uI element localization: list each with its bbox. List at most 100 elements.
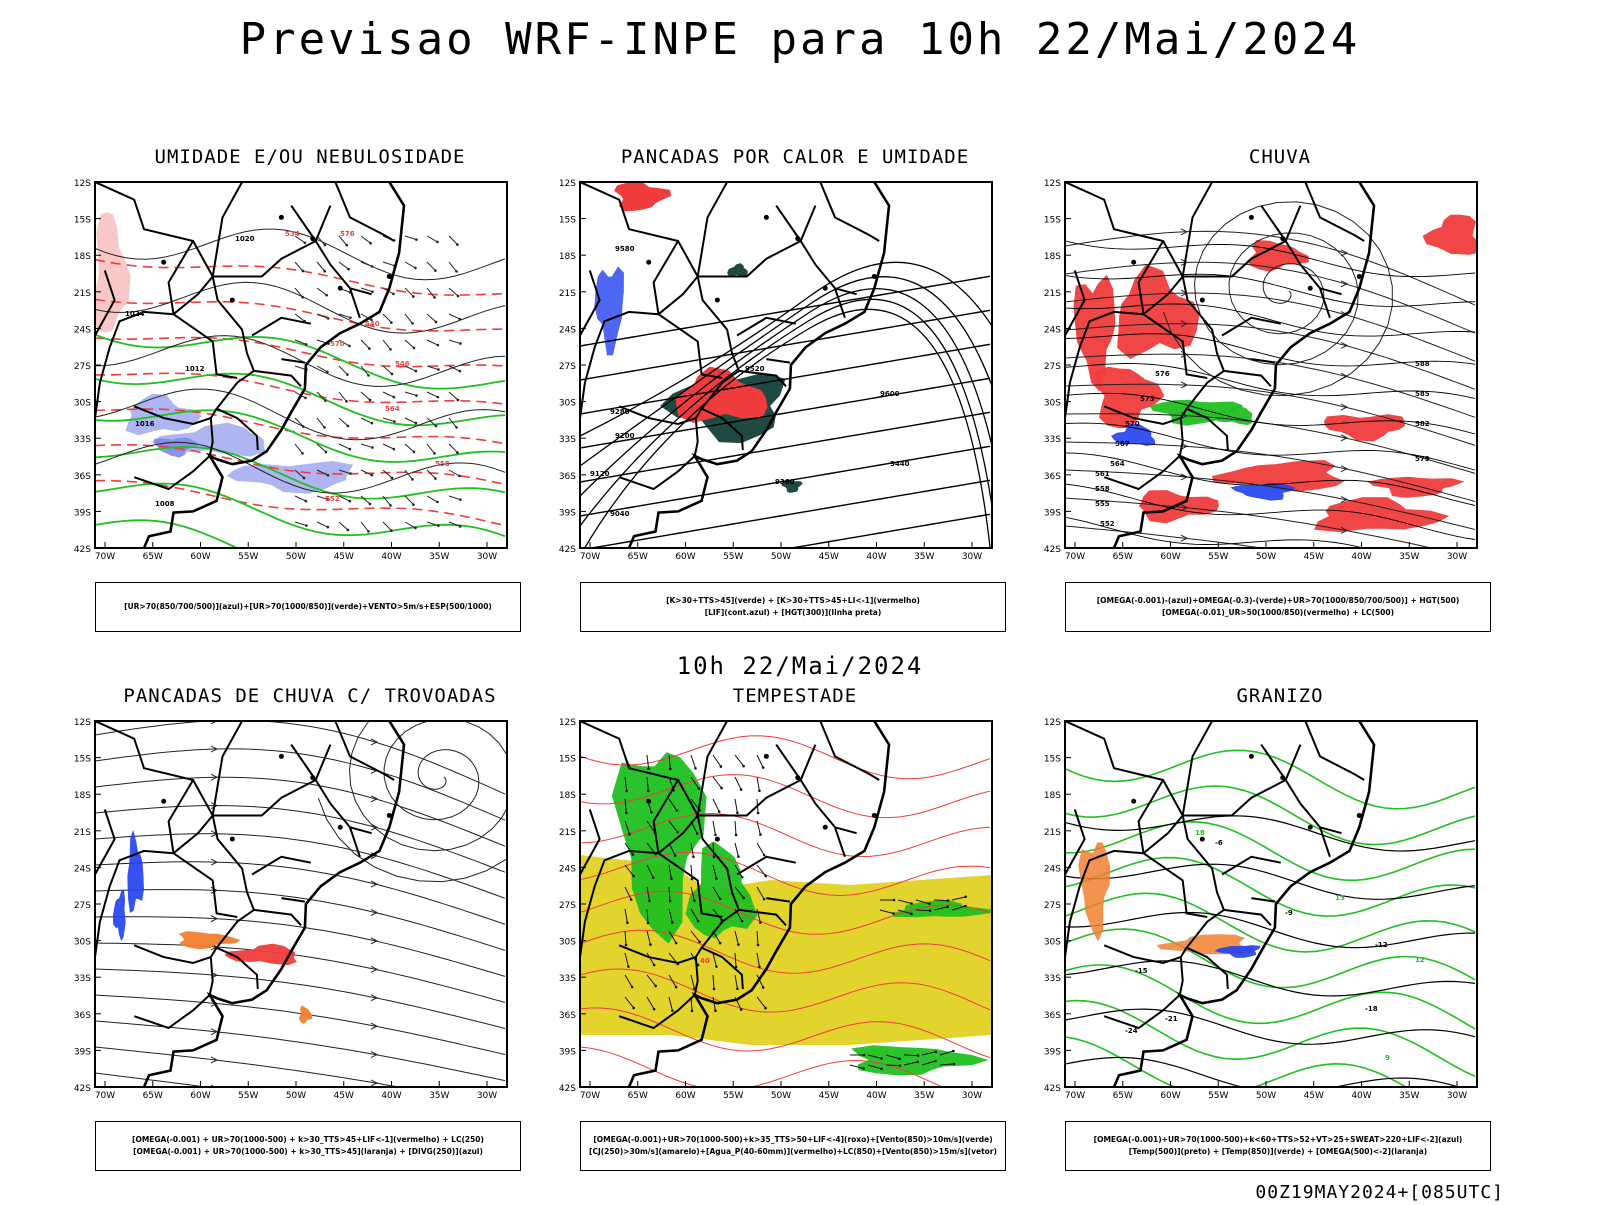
- height-contour: [583, 308, 991, 548]
- lon-label: 40W: [1351, 552, 1371, 562]
- political-border: [1103, 405, 1182, 426]
- contour-label: 534: [285, 230, 300, 238]
- wind-arrow: [690, 776, 700, 789]
- political-border: [1319, 287, 1331, 319]
- wind-arrow: [360, 339, 370, 349]
- contour-label: 1020: [235, 235, 255, 243]
- rain-area: [1095, 366, 1165, 429]
- wind-arrow: [316, 469, 329, 476]
- wind-arrow: [646, 886, 650, 901]
- lat-label: 15S: [559, 216, 576, 226]
- thickness-contour: [95, 298, 505, 332]
- arrow-head: [433, 296, 436, 299]
- lat-label: 18S: [559, 791, 576, 801]
- arrow-head: [739, 788, 743, 791]
- wind-arrow: [448, 521, 461, 527]
- legend-line: [OMEGA(-0.001) + UR>70(1000-500) + k>30_…: [133, 1147, 483, 1156]
- wind-contour: [95, 445, 506, 500]
- temperature-850-contour: [1065, 999, 1476, 1078]
- arrow-head: [690, 877, 694, 881]
- lat-label: 27S: [1044, 362, 1061, 372]
- panel-trovoadas: PANCADAS DE CHUVA C/ TROVOADAS 12S 15S 18S…: [65, 685, 555, 1205]
- flow-arrow: [1180, 381, 1189, 389]
- wind-arrow: [360, 495, 371, 505]
- lat-label: 27S: [74, 362, 91, 372]
- arrow-head: [392, 395, 396, 399]
- political-border: [657, 814, 699, 854]
- flow-arrow: [371, 1108, 377, 1114]
- lake: [1307, 824, 1313, 830]
- flow-arrow: [1340, 434, 1349, 442]
- wind-arrow: [448, 339, 461, 345]
- wind-arrow: [915, 909, 931, 912]
- moisture-contour: [580, 968, 991, 1013]
- arrow-head: [324, 450, 328, 454]
- arrow-head: [436, 240, 439, 244]
- wind-arrow: [668, 908, 673, 923]
- streamline: [95, 916, 506, 977]
- political-border: [1178, 408, 1188, 457]
- political-border: [95, 182, 259, 451]
- wind-arrow: [712, 820, 716, 835]
- arrow-head: [696, 919, 700, 923]
- wind-arrow: [668, 798, 678, 811]
- panel-title: PANCADAS DE CHUVA C/ TROVOADAS: [123, 685, 497, 707]
- arrow-head: [759, 833, 762, 836]
- lon-label: 65W: [143, 1091, 163, 1101]
- lat-label: 18S: [74, 791, 91, 801]
- wind-arrow: [426, 287, 435, 298]
- wind-arrow: [624, 776, 628, 791]
- political-border: [1137, 240, 1208, 379]
- wind-arrow: [294, 261, 304, 272]
- arrow-head: [946, 899, 950, 902]
- wind-arrow: [624, 930, 627, 945]
- arrow-head: [628, 832, 631, 836]
- arrow-head: [301, 295, 305, 299]
- wind-arrow: [294, 521, 307, 527]
- arrow-head: [761, 766, 765, 769]
- contour-label: 9040: [610, 510, 630, 518]
- lat-label: 30S: [559, 399, 576, 409]
- wind-arrow: [867, 1064, 882, 1070]
- lake: [795, 775, 801, 781]
- arrow-head: [456, 294, 460, 298]
- contour-label: 9200: [615, 432, 635, 440]
- wind-arrow: [338, 469, 351, 475]
- arrow-head: [458, 317, 462, 321]
- streamline: [95, 968, 506, 1029]
- lon-label: 40W: [866, 552, 886, 562]
- arrow-head: [740, 919, 744, 923]
- legend-line: [UR>70(850/700/500)](azul)+[UR>70(1000/8…: [124, 602, 492, 611]
- wind-arrow: [756, 754, 764, 768]
- contour-label: 9520: [745, 365, 765, 373]
- coastline: [1112, 182, 1376, 548]
- political-border: [1251, 358, 1276, 364]
- arrow-head: [756, 811, 760, 815]
- wind-arrow: [448, 261, 457, 272]
- wind-arrow: [712, 864, 717, 879]
- lat-label: 42S: [74, 1084, 91, 1094]
- flow-arrow: [1340, 465, 1349, 473]
- arrow-head: [910, 912, 913, 916]
- wind-arrow: [426, 521, 439, 527]
- political-border: [1065, 270, 1086, 336]
- map-content: 40: [580, 721, 992, 1087]
- lat-label: 42S: [74, 545, 91, 555]
- lat-label: 39S: [559, 1047, 576, 1057]
- lat-label: 24S: [74, 325, 91, 335]
- lake: [1248, 214, 1254, 220]
- political-border: [1065, 849, 1144, 958]
- lake: [278, 753, 284, 759]
- lat-label: 33S: [74, 974, 91, 984]
- arrow-head: [305, 524, 308, 527]
- arrow-head: [323, 269, 327, 273]
- wind-arrow: [756, 842, 765, 856]
- contour-label: -12: [1375, 941, 1388, 949]
- political-border: [799, 240, 857, 296]
- political-border: [1065, 721, 1229, 990]
- arrow-head: [764, 874, 768, 878]
- streamline: [1065, 469, 1476, 530]
- arrow-head: [371, 446, 374, 449]
- lon-label: 50W: [771, 1091, 791, 1101]
- arrow-head: [934, 1059, 937, 1063]
